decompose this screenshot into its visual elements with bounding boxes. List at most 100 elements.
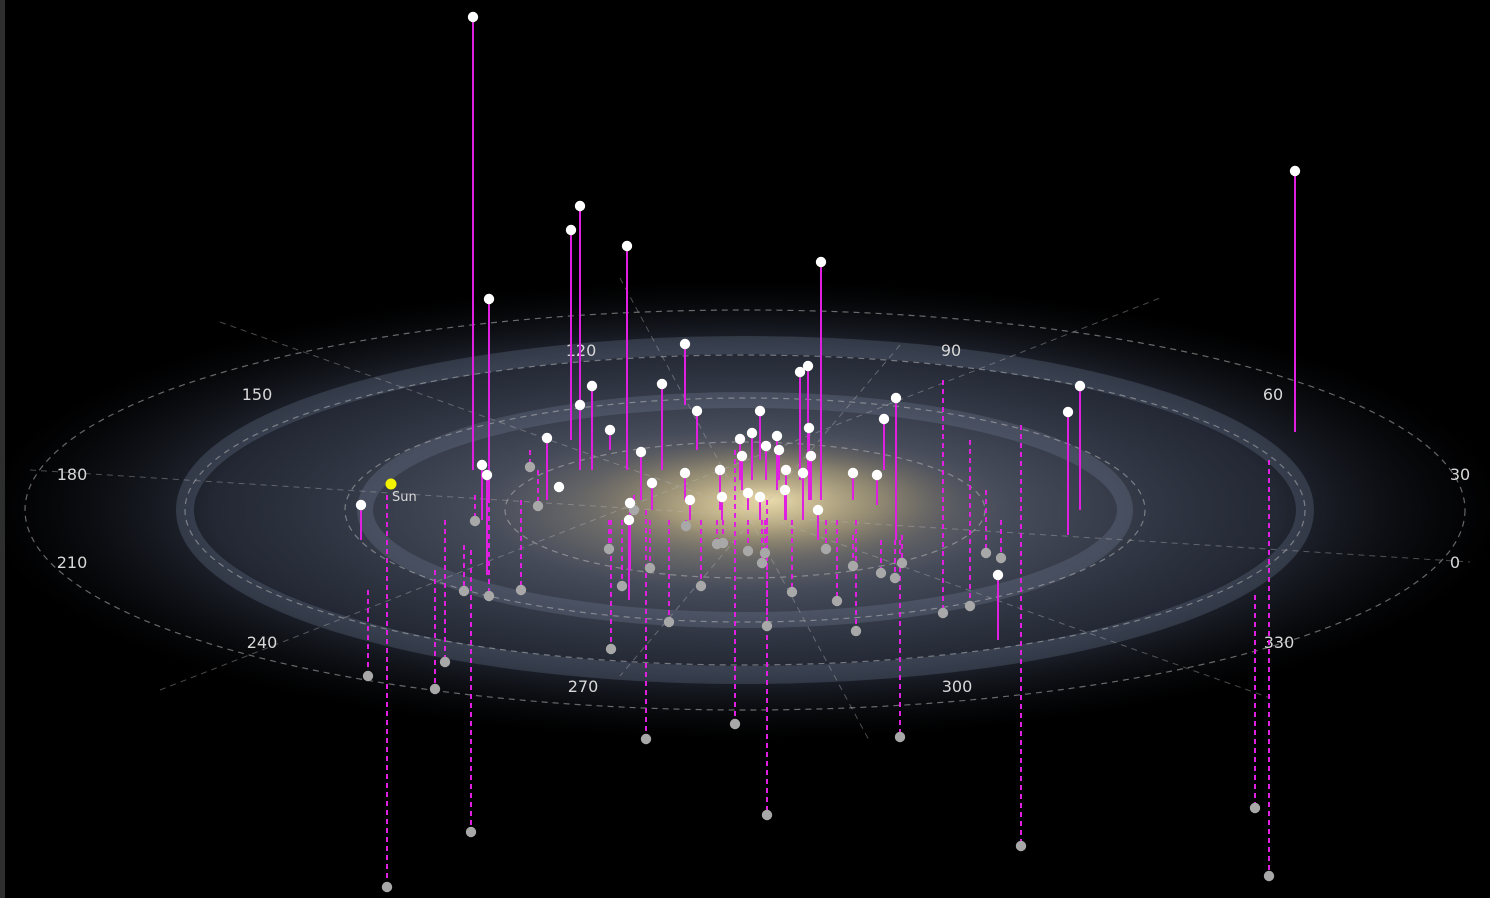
below-plane-point bbox=[616, 580, 628, 592]
below-plane-point bbox=[1263, 870, 1275, 882]
above-plane-point bbox=[754, 405, 766, 417]
above-plane-point bbox=[1289, 165, 1301, 177]
above-plane-point bbox=[691, 405, 703, 417]
below-plane-point bbox=[894, 731, 906, 743]
below-plane-point bbox=[465, 826, 477, 838]
below-plane-stems bbox=[367, 380, 1270, 887]
below-plane-point bbox=[469, 515, 481, 527]
below-plane-point bbox=[644, 562, 656, 574]
above-plane-point bbox=[565, 224, 577, 236]
below-plane-point bbox=[1015, 840, 1027, 852]
tick-label-240: 240 bbox=[247, 633, 278, 652]
grid-ring bbox=[184, 354, 1306, 666]
below-plane-point bbox=[429, 683, 441, 695]
below-plane-point bbox=[605, 643, 617, 655]
grid-ring bbox=[24, 309, 1466, 711]
above-plane-point bbox=[483, 293, 495, 305]
above-plane-point bbox=[1062, 406, 1074, 418]
grid-spoke bbox=[159, 297, 1161, 691]
above-plane-point bbox=[623, 514, 635, 526]
below-plane-point bbox=[964, 600, 976, 612]
above-plane-point bbox=[635, 446, 647, 458]
tick-label-90: 90 bbox=[941, 341, 961, 360]
above-plane-point bbox=[797, 467, 809, 479]
below-plane-point bbox=[680, 520, 692, 532]
above-plane-point bbox=[624, 497, 636, 509]
below-plane-point bbox=[850, 625, 862, 637]
below-plane-point bbox=[831, 595, 843, 607]
above-plane-point bbox=[621, 240, 633, 252]
grid-spoke bbox=[29, 469, 1471, 563]
above-plane-point bbox=[574, 399, 586, 411]
below-plane-point bbox=[381, 881, 393, 893]
below-plane-point bbox=[458, 585, 470, 597]
tick-label-270: 270 bbox=[568, 677, 599, 696]
above-plane-point bbox=[1074, 380, 1086, 392]
above-plane-point bbox=[355, 499, 367, 511]
below-plane-point bbox=[663, 616, 675, 628]
above-plane-point bbox=[746, 427, 758, 439]
below-plane-point bbox=[711, 538, 723, 550]
tick-label-60: 60 bbox=[1263, 385, 1283, 404]
tick-label-210: 210 bbox=[57, 553, 88, 572]
above-plane-point bbox=[802, 360, 814, 372]
above-plane-point bbox=[847, 467, 859, 479]
tick-label-300: 300 bbox=[942, 677, 973, 696]
below-plane-point bbox=[820, 543, 832, 555]
above-plane-point bbox=[646, 477, 658, 489]
above-plane-point bbox=[679, 338, 691, 350]
below-plane-point bbox=[524, 461, 536, 473]
below-plane-point bbox=[756, 557, 768, 569]
above-plane-point bbox=[604, 424, 616, 436]
above-plane-point bbox=[992, 569, 1004, 581]
below-plane-point bbox=[439, 656, 451, 668]
below-plane-point bbox=[889, 572, 901, 584]
below-plane-point bbox=[532, 500, 544, 512]
above-plane-point bbox=[771, 430, 783, 442]
left-border bbox=[0, 0, 5, 898]
sun-label: Sun bbox=[392, 490, 417, 505]
above-plane-point bbox=[553, 481, 565, 493]
above-plane-point bbox=[773, 444, 785, 456]
below-plane-point bbox=[759, 547, 771, 559]
object-points bbox=[355, 11, 1301, 893]
grid-spoke bbox=[219, 321, 1271, 699]
above-plane-point bbox=[742, 487, 754, 499]
below-plane-point bbox=[761, 809, 773, 821]
below-plane-point bbox=[483, 590, 495, 602]
above-plane-point bbox=[805, 450, 817, 462]
tick-label-180: 180 bbox=[57, 465, 88, 484]
below-plane-point bbox=[515, 584, 527, 596]
tick-label-330: 330 bbox=[1264, 633, 1295, 652]
below-plane-point bbox=[729, 718, 741, 730]
above-plane-point bbox=[684, 494, 696, 506]
above-plane-point bbox=[812, 504, 824, 516]
above-plane-point bbox=[794, 366, 806, 378]
above-plane-point bbox=[736, 450, 748, 462]
above-plane-point bbox=[656, 378, 668, 390]
below-plane-point bbox=[640, 733, 652, 745]
above-plane-point bbox=[541, 432, 553, 444]
above-plane-point bbox=[803, 422, 815, 434]
above-plane-point bbox=[574, 200, 586, 212]
below-plane-point bbox=[937, 607, 949, 619]
above-plane-point bbox=[716, 491, 728, 503]
below-plane-point bbox=[847, 560, 859, 572]
below-plane-point bbox=[695, 580, 707, 592]
tick-label-0: 0 bbox=[1450, 553, 1460, 572]
below-plane-point bbox=[362, 670, 374, 682]
below-plane-point bbox=[742, 545, 754, 557]
above-plane-point bbox=[679, 467, 691, 479]
below-plane-point bbox=[896, 557, 908, 569]
below-plane-point bbox=[875, 567, 887, 579]
grid-ring bbox=[344, 397, 1146, 623]
above-plane-point bbox=[714, 464, 726, 476]
below-plane-point bbox=[995, 552, 1007, 564]
above-plane-point bbox=[754, 491, 766, 503]
above-plane-point bbox=[890, 392, 902, 404]
tick-label-150: 150 bbox=[242, 385, 273, 404]
sun-marker-group: Sun bbox=[385, 478, 417, 505]
above-plane-point bbox=[779, 484, 791, 496]
